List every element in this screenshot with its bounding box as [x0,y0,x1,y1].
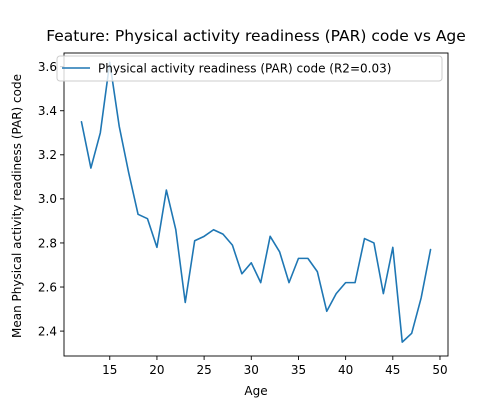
legend-entry: Physical activity readiness (PAR) code (… [98,62,391,76]
x-tick-label: 45 [385,363,400,377]
y-tick-label: 2.4 [38,324,57,338]
x-axis-label: Age [244,384,267,398]
series-line-0 [80,61,432,343]
y-tick-label: 2.8 [38,236,57,250]
y-tick-label: 2.6 [38,280,57,294]
x-tick-label: 20 [149,363,164,377]
x-tick-label: 35 [291,363,306,377]
series-layer [80,61,432,343]
x-tick-label: 25 [196,363,211,377]
chart-title: Feature: Physical activity readiness (PA… [46,27,466,45]
y-tick-label: 3.0 [38,192,57,206]
y-tick-label: 3.4 [38,104,57,118]
axes [63,52,449,357]
x-tick-label: 30 [244,363,259,377]
y-tick-label: 3.2 [38,148,57,162]
plot-frame [63,52,449,357]
x-tick-label: 15 [102,363,117,377]
legend-box [56,55,443,82]
y-tick-label: 3.6 [38,60,57,74]
y-axis-label: Mean Physical activity readiness (PAR) c… [10,74,24,338]
ticks: 15 20 25 30 35 40 45 50 2.4 2.6 2.8 3.0 3.2 3.4 3.6 [38,60,448,377]
legend: Physical activity readiness (PAR) code (… [56,55,443,82]
x-tick-label: 40 [338,363,353,377]
x-tick-label: 50 [432,363,447,377]
